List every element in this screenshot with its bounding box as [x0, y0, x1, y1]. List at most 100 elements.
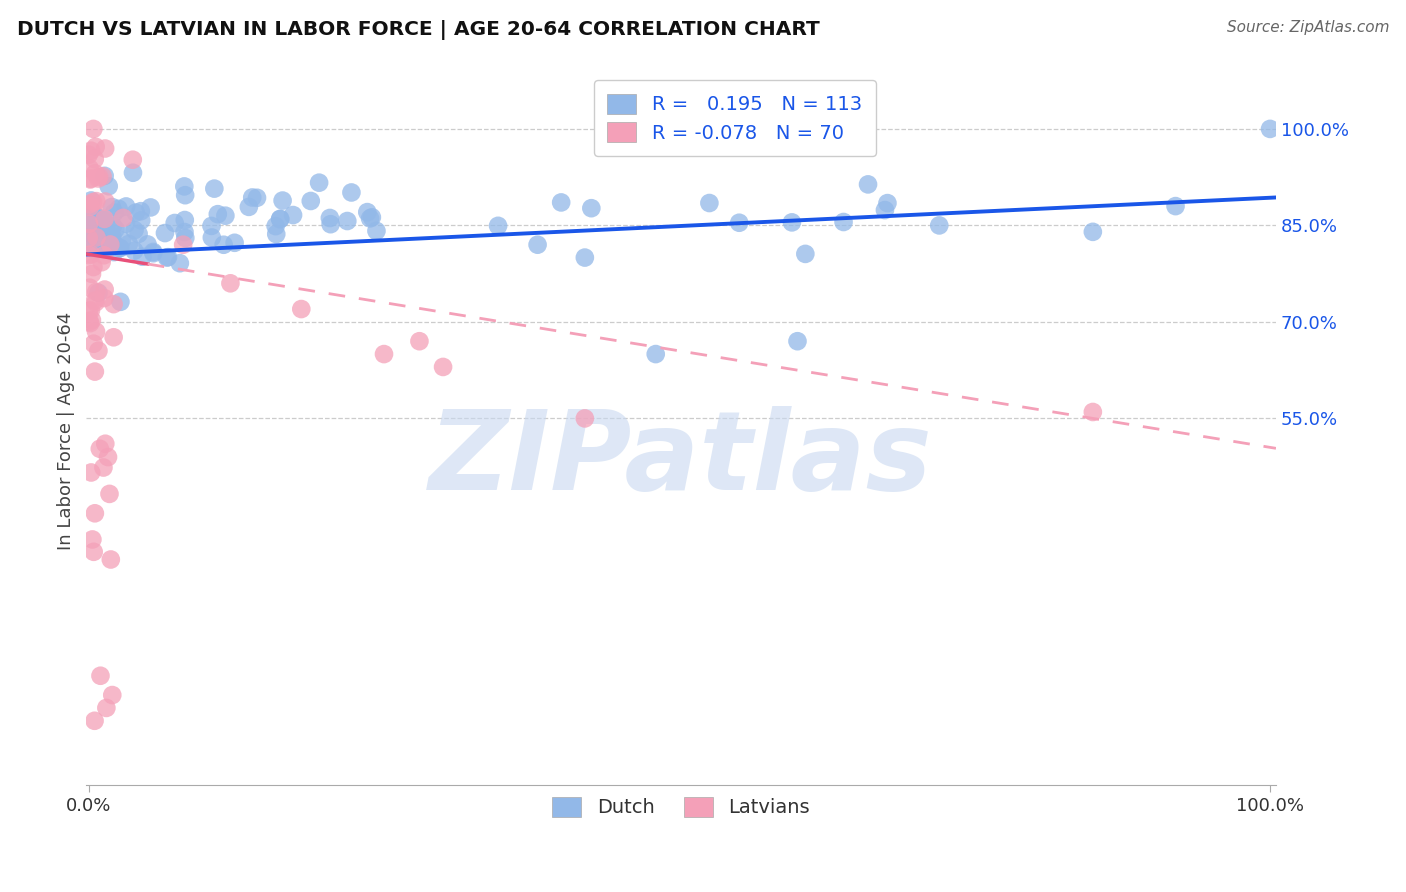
Point [121, 153, 143, 167]
Point [91, 213, 114, 227]
Point [574, 411, 596, 425]
Point [103, 330, 125, 344]
Text: Source: ZipAtlas.com: Source: ZipAtlas.com [1226, 20, 1389, 35]
Point [269, 212, 291, 227]
Point [103, 245, 125, 260]
Point [550, 195, 572, 210]
Point [82, 227, 104, 242]
Point [173, 225, 195, 239]
Point [142, 244, 165, 259]
Point [79, 208, 101, 222]
Point [80, 211, 103, 225]
Point [86, 230, 108, 244]
Point [103, 297, 125, 311]
Point [780, 215, 803, 229]
Point [108, 241, 131, 255]
Point [101, 200, 124, 214]
Point [928, 219, 950, 233]
Point [219, 277, 242, 291]
Point [93, 211, 115, 226]
Point [83, 545, 105, 559]
Point [319, 211, 342, 225]
Point [142, 246, 165, 260]
Point [786, 334, 808, 349]
Point [94, 237, 117, 252]
Point [832, 215, 855, 229]
Point [124, 244, 146, 258]
Point [79, 219, 101, 234]
Point [80, 247, 103, 261]
Text: DUTCH VS LATVIAN IN LABOR FORCE | AGE 20-64 CORRELATION CHART: DUTCH VS LATVIAN IN LABOR FORCE | AGE 20… [17, 20, 820, 39]
Point [101, 229, 124, 244]
Point [91, 169, 114, 184]
Point [1081, 405, 1104, 419]
Point [336, 214, 359, 228]
Point [408, 334, 430, 349]
Point [82, 260, 104, 274]
Point [101, 219, 124, 233]
Point [84, 285, 107, 299]
Point [108, 241, 131, 255]
Point [82, 195, 104, 210]
Point [83, 506, 105, 520]
Point [87, 171, 110, 186]
Point [79, 200, 101, 214]
Point [80, 267, 103, 281]
Point [281, 208, 304, 222]
Point [93, 291, 115, 305]
Point [98, 229, 121, 244]
Point [1164, 199, 1187, 213]
Point [107, 202, 129, 216]
Point [82, 215, 104, 229]
Point [96, 701, 118, 715]
Point [271, 194, 294, 208]
Point [290, 301, 312, 316]
Point [139, 201, 162, 215]
Point [80, 227, 103, 242]
Point [82, 208, 104, 222]
Point [174, 188, 197, 202]
Point [873, 203, 896, 218]
Point [84, 293, 107, 308]
Point [93, 283, 115, 297]
Point [80, 313, 103, 327]
Point [94, 194, 117, 209]
Point [77, 217, 100, 231]
Point [131, 250, 153, 264]
Point [87, 241, 110, 255]
Point [80, 466, 103, 480]
Point [79, 281, 101, 295]
Point [124, 223, 146, 237]
Point [104, 222, 127, 236]
Point [90, 255, 112, 269]
Point [174, 231, 197, 245]
Point [94, 141, 117, 155]
Point [79, 213, 101, 227]
Point [83, 152, 105, 166]
Point [486, 219, 509, 233]
Point [101, 688, 124, 702]
Point [98, 237, 121, 252]
Point [212, 237, 235, 252]
Point [79, 239, 101, 253]
Point [432, 359, 454, 374]
Point [84, 211, 107, 226]
Point [80, 303, 103, 318]
Point [100, 552, 122, 566]
Point [110, 294, 132, 309]
Point [115, 199, 138, 213]
Point [202, 181, 225, 195]
Point [581, 201, 603, 215]
Point [163, 216, 186, 230]
Point [172, 237, 194, 252]
Point [89, 669, 111, 683]
Point [87, 211, 110, 225]
Point [366, 224, 388, 238]
Point [118, 236, 141, 251]
Point [77, 303, 100, 318]
Point [794, 247, 817, 261]
Point [82, 122, 104, 136]
Point [207, 207, 229, 221]
Point [83, 365, 105, 379]
Point [356, 205, 378, 219]
